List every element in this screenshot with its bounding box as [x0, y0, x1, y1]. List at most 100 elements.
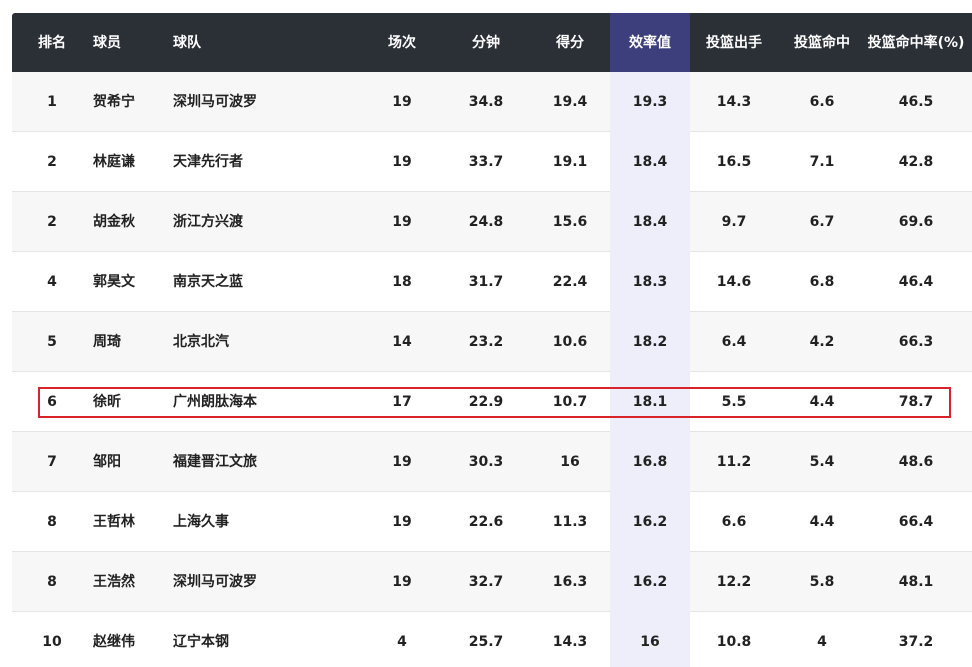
table-row: 8 王哲林 上海久事 19 22.6 11.3 16.2 6.6 4.4 66.4	[12, 492, 972, 552]
table-cell: 33.7	[468, 154, 504, 170]
highlight-column-cell	[610, 432, 690, 492]
highlight-column-cell	[610, 252, 690, 312]
table-cell: 19.3	[632, 94, 668, 110]
table-cell: 4.4	[809, 514, 835, 530]
column-header: 投篮命中率(%)	[867, 35, 965, 51]
column-header: 球队	[173, 35, 201, 51]
table-cell: 18.3	[632, 274, 668, 290]
table-cell: 4	[47, 274, 57, 290]
highlight-column-cell	[610, 372, 690, 432]
table-cell: 22.6	[468, 514, 504, 530]
table-cell: 42.8	[898, 154, 934, 170]
table-row: 10 赵继伟 辽宁本钢 4 25.7 14.3 16 10.8 4 37.2	[12, 612, 972, 667]
table-cell: 48.6	[898, 454, 934, 470]
table-cell: 4.2	[809, 334, 835, 350]
highlight-box	[38, 387, 951, 418]
table-cell: 天津先行者	[173, 154, 243, 170]
highlight-column-cell	[610, 492, 690, 552]
table-cell: 11.2	[716, 454, 752, 470]
table-cell: 19	[392, 214, 412, 230]
table-cell: 贺希宁	[93, 94, 135, 110]
table-cell: 14.6	[716, 274, 752, 290]
table-cell: 78.7	[898, 394, 934, 410]
highlight-column-cell	[610, 552, 690, 612]
highlight-column-cell	[610, 72, 690, 132]
table-row: 2 林庭谦 天津先行者 19 33.7 19.1 18.4 16.5 7.1 42.8	[12, 132, 972, 192]
table-cell: 31.7	[468, 274, 504, 290]
table-cell: 16.2	[632, 514, 668, 530]
table-cell: 9.7	[721, 214, 747, 230]
table-cell: 32.7	[468, 574, 504, 590]
table-cell: 8	[47, 514, 57, 530]
table-cell: 2	[47, 214, 57, 230]
table-cell: 48.1	[898, 574, 934, 590]
table-cell: 4	[397, 634, 407, 650]
table-cell: 北京北汽	[173, 334, 229, 350]
column-header: 分钟	[472, 35, 500, 51]
table-cell: 25.7	[468, 634, 504, 650]
table-cell: 林庭谦	[93, 154, 135, 170]
table-cell: 6	[47, 394, 57, 410]
column-header: 得分	[556, 35, 584, 51]
table-cell: 66.4	[898, 514, 934, 530]
table-cell: 胡金秋	[93, 214, 135, 230]
table-cell: 5	[47, 334, 57, 350]
table-row: 1 贺希宁 深圳马可波罗 19 34.8 19.4 19.3 14.3 6.6 46.5	[12, 72, 972, 132]
table-cell: 16	[560, 454, 580, 470]
table-cell: 辽宁本钢	[173, 634, 229, 650]
table-cell: 19	[392, 574, 412, 590]
table-row: 7 邹阳 福建晋江文旅 19 30.3 16 16.8 11.2 5.4 48.6	[12, 432, 972, 492]
table-cell: 19.1	[552, 154, 588, 170]
table-cell: 19	[392, 154, 412, 170]
table-cell: 11.3	[552, 514, 588, 530]
table-cell: 14	[392, 334, 412, 350]
table-cell: 6.6	[809, 94, 835, 110]
table-cell: 16.2	[632, 574, 668, 590]
table-cell: 1	[47, 94, 57, 110]
table-cell: 10.8	[716, 634, 752, 650]
table-cell: 7	[47, 454, 57, 470]
table-cell: 6.4	[721, 334, 747, 350]
table-cell: 7.1	[809, 154, 835, 170]
table-cell: 24.8	[468, 214, 504, 230]
table-cell: 14.3	[716, 94, 752, 110]
table-cell: 22.9	[468, 394, 504, 410]
table-cell: 浙江方兴渡	[173, 214, 243, 230]
table-cell: 30.3	[468, 454, 504, 470]
table-cell: 46.4	[898, 274, 934, 290]
table-cell: 19	[392, 94, 412, 110]
table-cell: 6.7	[809, 214, 835, 230]
table-cell: 周琦	[93, 334, 121, 350]
table-row: 5 周琦 北京北汽 14 23.2 10.6 18.2 6.4 4.2 66.3	[12, 312, 972, 372]
table-cell: 17	[392, 394, 412, 410]
table-cell: 上海久事	[173, 514, 229, 530]
column-header: 投篮出手	[706, 35, 762, 51]
table-cell: 18.2	[632, 334, 668, 350]
column-header: 投篮命中	[794, 35, 850, 51]
table-cell: 王哲林	[93, 514, 135, 530]
table-cell: 10.6	[552, 334, 588, 350]
table-cell: 18.4	[632, 214, 668, 230]
table-cell: 6.8	[809, 274, 835, 290]
table-cell: 5.4	[809, 454, 835, 470]
table-cell: 12.2	[716, 574, 752, 590]
table-row: 2 胡金秋 浙江方兴渡 19 24.8 15.6 18.4 9.7 6.7 69.6	[12, 192, 972, 252]
table-cell: 18	[392, 274, 412, 290]
table-cell: 15.6	[552, 214, 588, 230]
table-cell: 18.4	[632, 154, 668, 170]
column-header: 效率值	[629, 35, 671, 51]
table-cell: 10	[42, 634, 62, 650]
table-cell: 4.4	[809, 394, 835, 410]
table-cell: 5.5	[721, 394, 747, 410]
table-cell: 深圳马可波罗	[173, 574, 257, 590]
highlight-column-cell	[610, 312, 690, 372]
table-cell: 34.8	[468, 94, 504, 110]
table-cell: 16.5	[716, 154, 752, 170]
table-cell: 邹阳	[93, 454, 121, 470]
column-header: 场次	[388, 35, 416, 51]
table-cell: 王浩然	[93, 574, 135, 590]
table-cell: 4	[817, 634, 827, 650]
table-cell: 深圳马可波罗	[173, 94, 257, 110]
table-cell: 福建晋江文旅	[173, 454, 257, 470]
